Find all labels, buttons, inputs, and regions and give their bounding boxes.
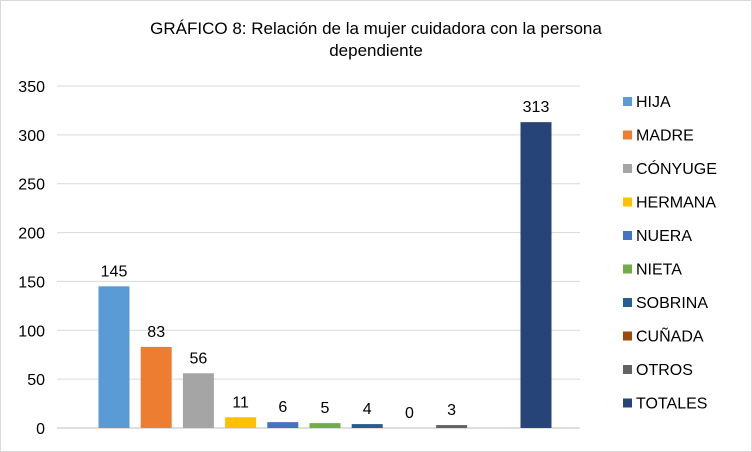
y-tick-label: 200 <box>18 226 45 243</box>
legend-swatch <box>623 365 632 374</box>
y-tick-label: 0 <box>36 421 45 438</box>
legend-swatch <box>623 164 632 173</box>
legend-label: SOBRINA <box>636 295 708 312</box>
legend-label: NUERA <box>636 228 692 245</box>
y-tick-label: 300 <box>18 128 45 145</box>
legend-swatch <box>623 331 632 341</box>
legend-label: NIETA <box>636 262 682 279</box>
legend-label: TOTALES <box>636 396 707 413</box>
data-label: 145 <box>101 263 128 280</box>
bar-otros <box>436 425 468 428</box>
legend-label: CUÑADA <box>636 326 704 346</box>
data-label: 0 <box>405 405 414 422</box>
data-label: 83 <box>147 324 165 341</box>
legend-swatch <box>623 398 632 408</box>
bar-nieta <box>309 423 341 428</box>
bar-nuera <box>267 422 299 428</box>
legend-swatch <box>623 298 632 307</box>
data-label: 11 <box>232 394 249 411</box>
legend-label: OTROS <box>636 362 693 379</box>
y-tick-label: 150 <box>18 274 45 291</box>
legend-label: CÓNYUGE <box>636 159 717 178</box>
data-label: 5 <box>321 400 330 417</box>
y-tick-label: 100 <box>18 323 45 340</box>
legend-label: MADRE <box>636 128 694 145</box>
y-tick-label: 250 <box>18 177 45 194</box>
data-label: 313 <box>523 99 550 116</box>
legend-swatch <box>623 130 632 140</box>
legend-label: HERMANA <box>636 195 716 212</box>
data-label: 3 <box>447 402 456 419</box>
legend-swatch <box>623 231 632 240</box>
bar-hermana <box>225 417 257 428</box>
bar-cónyuge <box>182 373 214 428</box>
data-label: 56 <box>190 350 208 367</box>
bar-madre <box>140 346 172 428</box>
y-tick-label: 50 <box>27 372 45 389</box>
bar-hija <box>98 286 130 428</box>
bar-sobrina <box>351 424 383 428</box>
y-tick-label: 350 <box>18 79 45 96</box>
legend-swatch <box>623 197 632 207</box>
legend-label: HIJA <box>636 94 671 111</box>
data-label: 6 <box>278 399 287 416</box>
bar-totales <box>520 122 552 428</box>
legend-swatch <box>623 264 632 274</box>
legend-swatch <box>623 97 632 106</box>
chart-title: GRÁFICO 8: Relación de la mujer cuidador… <box>150 19 602 60</box>
data-label: 4 <box>363 401 372 418</box>
